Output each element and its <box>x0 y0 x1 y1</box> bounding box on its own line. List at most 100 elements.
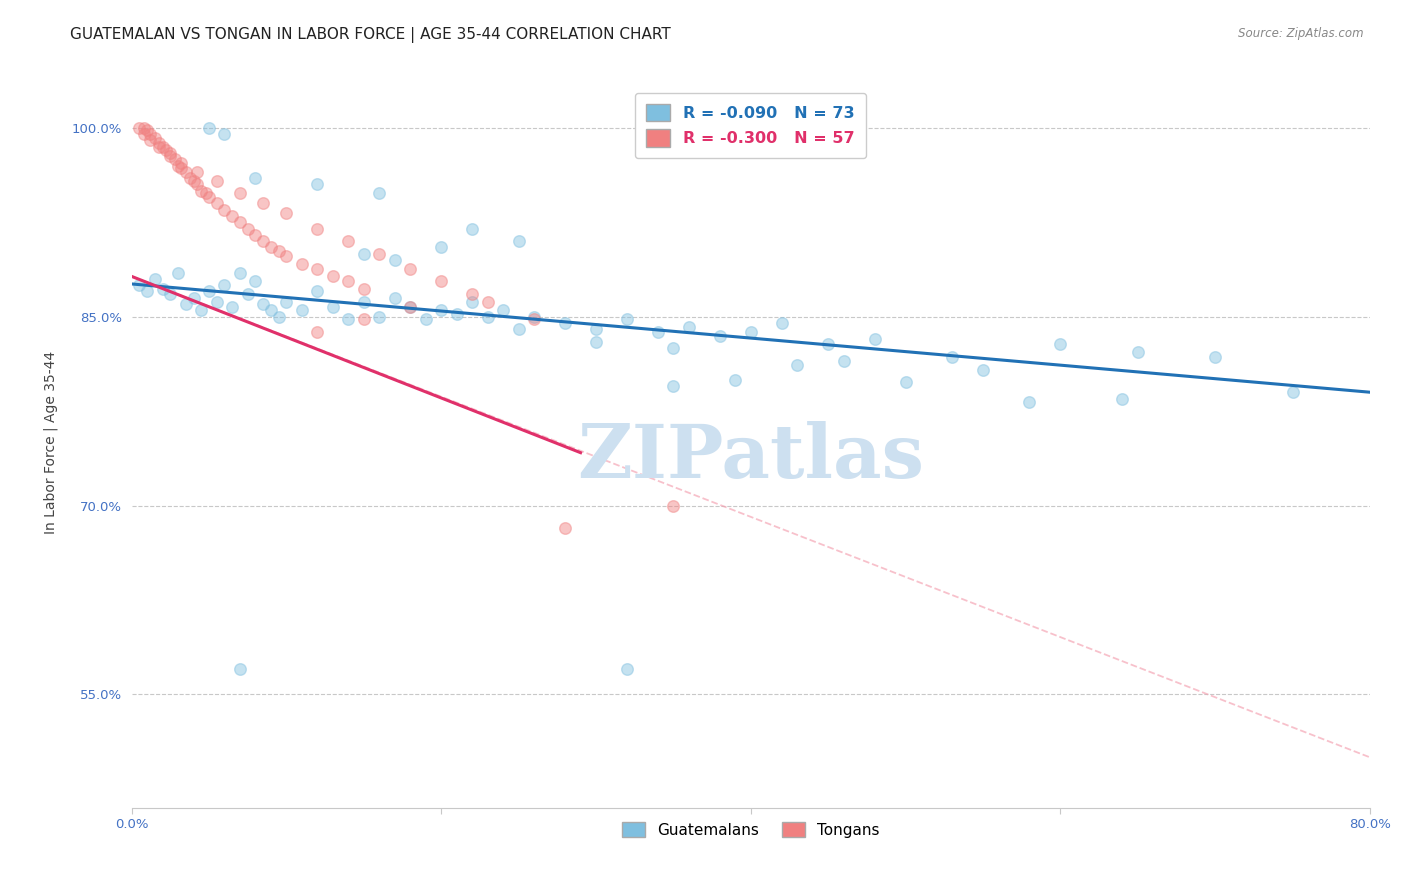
Point <box>128 278 150 293</box>
Point <box>155 144 177 158</box>
Point <box>132 120 155 135</box>
Point <box>205 294 228 309</box>
Point <box>770 316 793 330</box>
Point <box>183 291 205 305</box>
Point <box>198 285 221 299</box>
Point <box>1126 345 1149 359</box>
Point <box>508 234 530 248</box>
Point <box>163 153 186 167</box>
Point <box>267 310 290 324</box>
Point <box>337 274 360 288</box>
Point <box>245 274 267 288</box>
Point <box>724 373 747 387</box>
Point <box>817 337 839 351</box>
Point <box>132 127 155 141</box>
Point <box>678 319 700 334</box>
Point <box>148 139 170 153</box>
Point <box>221 300 243 314</box>
Point <box>786 358 808 372</box>
Point <box>1281 385 1303 400</box>
Point <box>415 312 437 326</box>
Point <box>307 325 329 339</box>
Point <box>337 312 360 326</box>
Point <box>647 325 669 339</box>
Point <box>353 246 375 260</box>
Point <box>461 294 484 309</box>
Point <box>236 287 259 301</box>
Point <box>322 269 344 284</box>
Point <box>190 303 212 318</box>
Point <box>159 148 181 162</box>
Text: GUATEMALAN VS TONGAN IN LABOR FORCE | AGE 35-44 CORRELATION CHART: GUATEMALAN VS TONGAN IN LABOR FORCE | AG… <box>70 27 671 43</box>
Point <box>152 139 174 153</box>
Point <box>198 120 221 135</box>
Point <box>139 133 162 147</box>
Point <box>399 300 422 314</box>
Point <box>214 202 236 217</box>
Point <box>894 375 917 389</box>
Point <box>152 282 174 296</box>
Point <box>585 322 607 336</box>
Point <box>252 297 274 311</box>
Point <box>1049 337 1071 351</box>
Point <box>1018 395 1040 409</box>
Point <box>461 287 484 301</box>
Point <box>384 291 406 305</box>
Point <box>353 294 375 309</box>
Point <box>229 662 252 676</box>
Point <box>307 178 329 192</box>
Point <box>585 334 607 349</box>
Point <box>128 120 150 135</box>
Point <box>245 171 267 186</box>
Point <box>159 146 181 161</box>
Point <box>523 310 546 324</box>
Point <box>461 221 484 235</box>
Point <box>307 261 329 276</box>
Point <box>709 328 731 343</box>
Point <box>174 297 197 311</box>
Point <box>194 186 217 201</box>
Point <box>1111 392 1133 406</box>
Point <box>245 227 267 242</box>
Point <box>430 303 453 318</box>
Point <box>353 312 375 326</box>
Point <box>221 209 243 223</box>
Point <box>179 171 201 186</box>
Point <box>368 310 391 324</box>
Point <box>291 303 314 318</box>
Point <box>214 127 236 141</box>
Point <box>252 234 274 248</box>
Point <box>430 274 453 288</box>
Point <box>832 353 855 368</box>
Point <box>662 499 685 513</box>
Point <box>260 240 283 254</box>
Point <box>523 312 546 326</box>
Point <box>170 161 193 175</box>
Point <box>170 156 193 170</box>
Point <box>740 325 762 339</box>
Point <box>307 285 329 299</box>
Point <box>167 159 190 173</box>
Point <box>863 332 886 346</box>
Point <box>307 221 329 235</box>
Point <box>143 272 166 286</box>
Point <box>477 310 499 324</box>
Point <box>662 379 685 393</box>
Point <box>148 136 170 150</box>
Point <box>276 249 298 263</box>
Point <box>368 246 391 260</box>
Point <box>276 294 298 309</box>
Point <box>384 252 406 267</box>
Text: ZIPatlas: ZIPatlas <box>578 421 924 493</box>
Point <box>159 287 181 301</box>
Point <box>291 257 314 271</box>
Point <box>554 316 576 330</box>
Point <box>186 178 208 192</box>
Point <box>136 285 159 299</box>
Point <box>399 300 422 314</box>
Point <box>616 312 638 326</box>
Point <box>322 300 344 314</box>
Point <box>205 174 228 188</box>
Point <box>229 215 252 229</box>
Point <box>508 322 530 336</box>
